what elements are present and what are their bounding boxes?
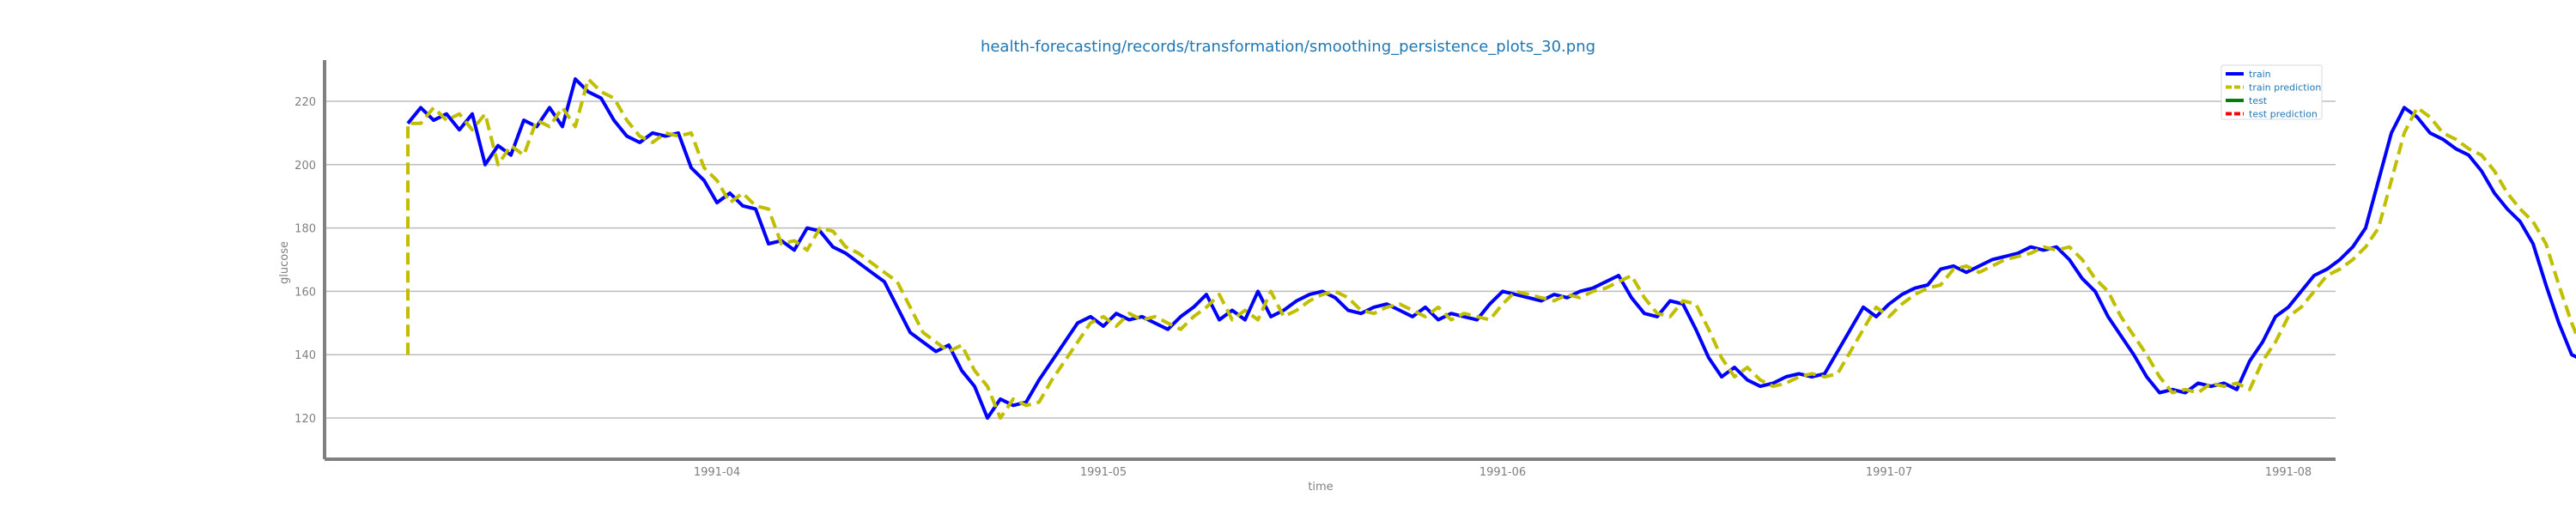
legend-box — [2221, 64, 2323, 120]
series-line-train — [406, 77, 2576, 420]
y-tick-label: 200 — [295, 160, 316, 173]
y-axis-label: glucose — [278, 241, 291, 284]
x-axis-label: time — [1308, 481, 1333, 494]
legend-entry: test prediction — [2249, 109, 2318, 120]
y-tick-label: 120 — [295, 413, 316, 426]
tick-labels: 120 140 160 180 200 220 1991-04 1991-05 1991-06 1… — [295, 96, 2312, 479]
series-layer — [406, 77, 2576, 420]
y-tick-label: 220 — [295, 96, 316, 109]
axes — [323, 60, 2336, 461]
series-line-train-prediction — [406, 77, 2576, 420]
x-tick-label: 1991-07 — [1866, 466, 1912, 479]
x-tick-label: 1991-08 — [2265, 466, 2312, 479]
x-tick-label: 1991-06 — [1479, 466, 1526, 479]
legend-entry: test — [2249, 95, 2268, 106]
legend-entry: train — [2249, 69, 2271, 80]
grid — [325, 100, 2336, 419]
legend-entry: train prediction — [2249, 82, 2321, 94]
y-tick-label: 140 — [295, 349, 316, 362]
chart-title: health-forecasting/records/transformatio… — [981, 38, 1595, 56]
y-tick-label: 180 — [295, 223, 316, 236]
x-tick-label: 1991-04 — [694, 466, 740, 479]
x-tick-label: 1991-05 — [1080, 466, 1127, 479]
y-tick-label: 160 — [295, 286, 316, 299]
